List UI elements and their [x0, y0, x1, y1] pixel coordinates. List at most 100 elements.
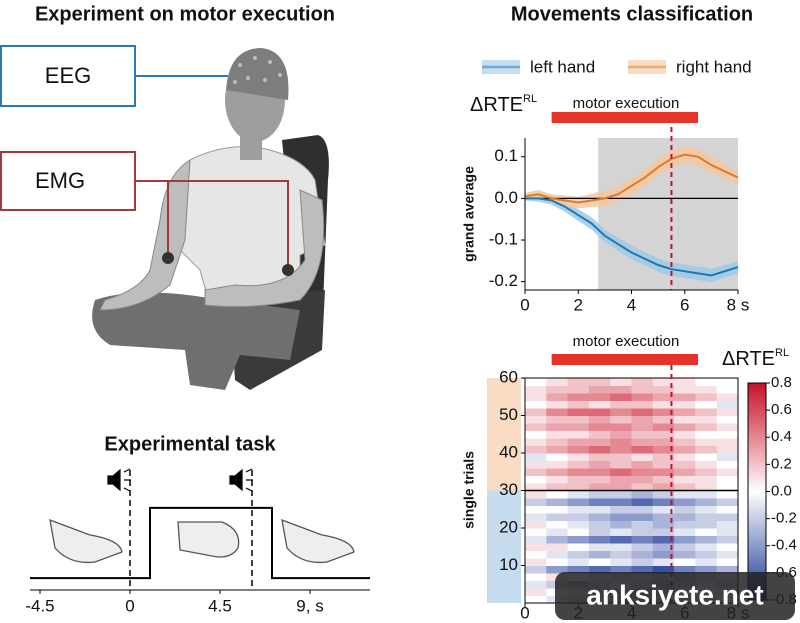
- axis-title: ΔRTERL: [470, 93, 537, 116]
- heatmap-cell: [610, 505, 632, 514]
- y-tick-label: 40: [499, 442, 518, 461]
- heatmap-cell: [695, 498, 718, 506]
- heatmap-cell: [525, 415, 547, 424]
- task-signal: [30, 506, 370, 580]
- heatmap-cell: [525, 453, 547, 461]
- heatmap-cell: [716, 498, 739, 506]
- heatmap-cell: [610, 438, 632, 446]
- heatmap-cell: [674, 453, 696, 461]
- heatmap-cell: [588, 385, 611, 394]
- heatmap-cell: [610, 400, 632, 409]
- heatmap-cell: [652, 415, 675, 424]
- heatmap-cell: [525, 528, 547, 536]
- heatmap-cell: [610, 528, 632, 536]
- legend-label: right hand: [676, 57, 752, 76]
- panel-title: Experiment on motor execution: [35, 3, 335, 25]
- heatmap-cell: [567, 483, 590, 491]
- heatmap-cell: [695, 565, 718, 574]
- heatmap-cell: [695, 430, 718, 439]
- heatmap-cell: [716, 400, 739, 409]
- heatmap-cell: [716, 423, 739, 431]
- heatmap-cell: [631, 423, 654, 431]
- heatmap-cell: [652, 513, 675, 521]
- heatmap-cell: [567, 513, 590, 521]
- colorbar-tick-label: -0.2: [771, 510, 797, 527]
- heatmap-cell: [716, 445, 739, 454]
- heatmap-cell: [716, 378, 739, 386]
- heatmap-cell: [546, 385, 569, 394]
- heatmap-cell: [610, 393, 632, 401]
- heatmap-cell: [631, 513, 654, 521]
- heatmap-cell: [631, 408, 654, 416]
- heatmap-cell: [652, 535, 675, 544]
- x-tick-label: -4.5: [25, 596, 54, 615]
- heatmap-cell: [610, 445, 632, 454]
- heatmap-cell: [525, 400, 547, 409]
- heatmap-cell: [588, 550, 611, 559]
- colorbar-tick-label: 0.8: [771, 374, 792, 391]
- heatmap-cell: [588, 490, 611, 499]
- heatmap-cell: [716, 460, 739, 469]
- heatmap-cell: [525, 430, 547, 439]
- heatmap-cell: [674, 498, 696, 506]
- error-band: [525, 146, 738, 209]
- legend-label: left hand: [530, 57, 595, 76]
- annotation: motor execution: [573, 95, 680, 112]
- heatmap-cell: [546, 453, 569, 461]
- watermark: anksiyete.net: [586, 579, 763, 610]
- heatmap-cell: [631, 468, 654, 476]
- y-tick-label: -0.2: [489, 271, 518, 290]
- heatmap-cell: [546, 483, 569, 491]
- heatmap-cell: [631, 558, 654, 566]
- heatmap-cell: [652, 393, 675, 401]
- heatmap-cell: [674, 460, 696, 469]
- heatmap-cell: [631, 490, 654, 499]
- group-strip: [487, 378, 521, 491]
- colorbar-tick-label: 0.6: [771, 401, 792, 418]
- heatmap-cell: [631, 460, 654, 469]
- heatmap-cell: [631, 543, 654, 551]
- heatmap-cell: [610, 498, 632, 506]
- heatmap-cell: [695, 468, 718, 476]
- heatmap-cell: [695, 415, 718, 424]
- heatmap-cell: [695, 453, 718, 461]
- heatmap-cell: [674, 550, 696, 559]
- heatmap-cell: [695, 550, 718, 559]
- x-tick-label: 0: [520, 295, 529, 314]
- heatmap-cell: [652, 520, 675, 529]
- heatmap-cell: [567, 393, 590, 401]
- heatmap-cell: [567, 550, 590, 559]
- heatmap-cell: [567, 378, 590, 386]
- error-band: [525, 195, 738, 283]
- heatmap-cell: [652, 408, 675, 416]
- heatmap-cell: [610, 483, 632, 491]
- heatmap-cell: [631, 438, 654, 446]
- heatmap-cell: [525, 460, 547, 469]
- heatmap-cell: [674, 505, 696, 514]
- y-tick-label: 20: [499, 517, 518, 536]
- y-tick-label: -0.1: [489, 230, 518, 249]
- heatmap-cell: [674, 430, 696, 439]
- heatmap-cell: [716, 505, 739, 514]
- heatmap-cell: [716, 528, 739, 536]
- heatmap-cell: [567, 475, 590, 484]
- heatmap-cell: [652, 423, 675, 431]
- heatmap-cell: [695, 408, 718, 416]
- heatmap-cell: [588, 520, 611, 529]
- heatmap-cell: [716, 385, 739, 394]
- panel-title: Movements classification: [511, 3, 753, 25]
- heatmap-cell: [695, 393, 718, 401]
- heatmap-cell: [525, 520, 547, 529]
- heatmap-cell: [716, 543, 739, 551]
- heatmap-cell: [695, 535, 718, 544]
- heatmap-cell: [674, 468, 696, 476]
- heatmap-cell: [525, 468, 547, 476]
- heatmap-cell: [567, 558, 590, 566]
- heatmap-cell: [588, 543, 611, 551]
- colorbar-tick-label: 0.4: [771, 428, 792, 445]
- heatmap-cell: [546, 393, 569, 401]
- y-axis-label: single trials: [461, 451, 477, 529]
- heatmap-cell: [567, 565, 590, 574]
- heatmap-cell: [652, 385, 675, 394]
- heatmap-cell: [652, 550, 675, 559]
